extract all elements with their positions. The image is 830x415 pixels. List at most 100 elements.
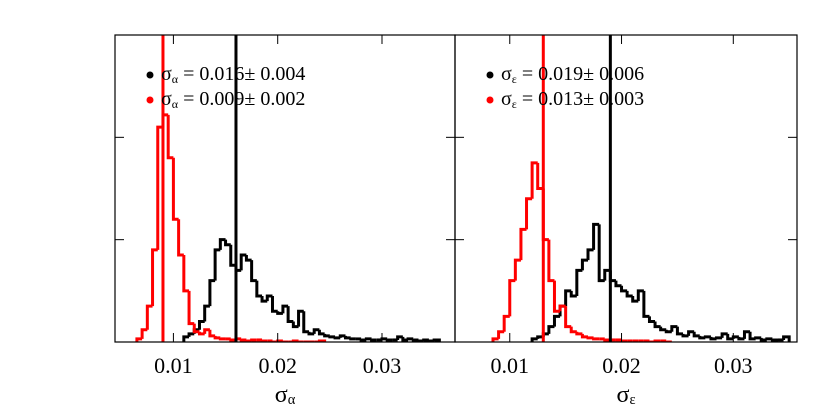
histogram-step — [291, 321, 299, 329]
histogram-step — [187, 290, 195, 326]
x-tick-label: 0.01 — [491, 353, 530, 378]
histogram-step — [664, 329, 672, 334]
histogram-step — [603, 268, 611, 281]
histogram-step — [250, 338, 257, 342]
histogram-step — [647, 316, 656, 324]
histogram-step — [580, 258, 588, 271]
histogram-step — [513, 258, 521, 281]
histogram-step — [187, 332, 195, 337]
histogram-step — [276, 311, 283, 315]
histogram-step — [197, 331, 205, 336]
histogram-step — [692, 331, 700, 338]
histogram-step — [698, 335, 706, 340]
histogram-step — [709, 336, 717, 341]
histogram-step — [244, 255, 252, 262]
axes-frame — [454, 34, 798, 343]
histogram-step — [552, 314, 561, 327]
histogram-step — [156, 125, 163, 250]
histogram-step — [297, 340, 304, 342]
histogram-step — [592, 222, 600, 250]
histogram-step — [229, 338, 236, 342]
x-tick-label: 0.01 — [154, 353, 193, 378]
histogram-step — [536, 335, 544, 339]
legend-label: σε = 0.013± 0.003 — [501, 88, 644, 111]
histogram-step — [586, 248, 594, 261]
x-tick-label: 0.02 — [258, 353, 297, 378]
histogram-step — [349, 337, 356, 341]
histogram-step — [715, 336, 723, 340]
histogram-step — [592, 337, 600, 341]
histogram-step — [213, 248, 221, 281]
histogram-step — [782, 335, 791, 342]
histogram-step — [270, 340, 278, 342]
histogram-step — [765, 337, 773, 341]
legend-marker — [486, 71, 494, 79]
histogram-step — [653, 321, 661, 329]
legend-label: σα = 0.009± 0.002 — [161, 88, 305, 111]
histogram-step — [182, 335, 190, 342]
histogram-step — [229, 244, 236, 267]
histogram-step — [530, 337, 538, 342]
histogram-step — [703, 335, 711, 339]
histogram-step — [302, 311, 309, 334]
histogram-step — [192, 323, 200, 334]
histogram-step — [260, 339, 268, 342]
histogram-step — [385, 338, 393, 342]
histogram-step — [171, 157, 179, 221]
histogram-step — [145, 304, 153, 330]
histogram-step — [586, 336, 594, 340]
histogram-step — [502, 314, 510, 332]
histogram-step — [359, 338, 367, 342]
histogram-step — [575, 268, 583, 296]
histogram-step — [328, 335, 336, 339]
histogram-step — [620, 339, 628, 342]
histogram-step — [182, 255, 190, 293]
histogram-step — [265, 294, 273, 302]
histogram-step — [491, 337, 499, 342]
histogram-step — [396, 335, 403, 340]
x-axis-label: σε — [617, 382, 636, 409]
legend-label: σα = 0.016± 0.004 — [161, 63, 305, 86]
histogram-step — [260, 295, 268, 303]
histogram-step — [558, 304, 566, 312]
x-tick-label: 0.03 — [714, 353, 753, 378]
histogram-step — [307, 331, 315, 336]
histogram-step — [432, 338, 441, 342]
histogram-step — [670, 325, 678, 332]
histogram-step — [552, 280, 561, 313]
histogram-step — [720, 332, 728, 338]
histogram-step — [208, 279, 216, 307]
histogram-step — [239, 338, 247, 342]
histogram-step — [135, 337, 143, 342]
histogram-step — [224, 239, 231, 247]
histogram-step — [250, 260, 257, 283]
histogram-step — [343, 335, 351, 340]
histogram-step — [281, 340, 289, 342]
histogram-step — [564, 289, 572, 307]
histogram-step — [151, 248, 158, 307]
plot-area — [135, 35, 441, 342]
histogram-step — [726, 333, 734, 341]
histogram-step — [742, 330, 751, 339]
histogram-step — [547, 325, 555, 334]
histogram-step — [297, 309, 304, 327]
histogram-step — [364, 337, 372, 341]
legend-marker — [146, 96, 154, 104]
histogram-step — [177, 219, 184, 257]
histogram-step — [575, 331, 583, 336]
histogram-step — [569, 290, 577, 298]
histogram-step — [659, 326, 667, 332]
histogram-step — [603, 338, 611, 342]
histogram-step — [664, 340, 672, 342]
histogram-step — [317, 329, 325, 336]
histogram-step — [580, 333, 588, 339]
histogram-step — [281, 304, 289, 314]
legend-marker — [146, 71, 154, 79]
histogram-step — [208, 329, 216, 338]
histogram-step — [759, 337, 767, 342]
histogram-step — [564, 306, 572, 329]
histogram-step — [737, 336, 745, 341]
histogram-step — [647, 340, 656, 342]
